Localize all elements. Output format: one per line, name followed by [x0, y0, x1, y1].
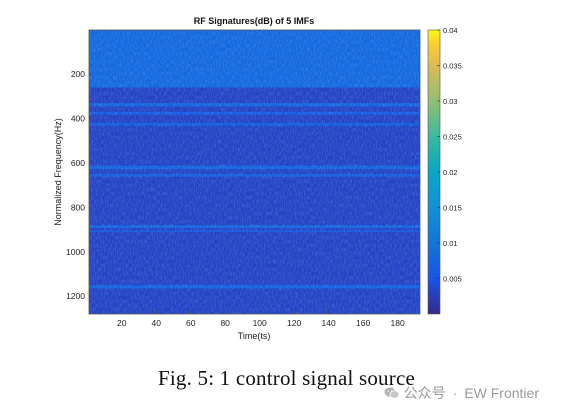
y-tick-label: 400 [71, 114, 85, 124]
watermark-account: EW Frontier [464, 385, 539, 401]
colorbar-tick-label: 0.03 [443, 97, 458, 106]
x-tick-label: 100 [253, 318, 267, 328]
wechat-icon [384, 387, 400, 399]
x-tick-label: 80 [220, 318, 230, 328]
y-axis-ticks: 200 400 600 800 1000 1200 [66, 69, 92, 301]
watermark-platform: 公众号 [403, 385, 446, 401]
x-axis-label: Time(ts) [238, 331, 271, 341]
figure-caption: Fig. 5: 1 control signal source [157, 366, 415, 390]
chart-title: RF Signatures(dB) of 5 IMFs [194, 16, 315, 26]
heatmap-plot [88, 29, 421, 315]
x-tick-label: 160 [356, 318, 370, 328]
colorbar-tick-label: 0.04 [443, 26, 458, 35]
x-tick-label: 60 [186, 318, 196, 328]
y-tick-label: 600 [71, 158, 85, 168]
colorbar-tick-label: 0.015 [443, 204, 462, 213]
heatmap-noise-texture [89, 30, 420, 314]
colorbar-tick-label: 0.005 [443, 275, 462, 284]
colorbar-ticks: 0.005 0.01 0.015 0.02 0.025 0.03 0.035 0.04 [437, 26, 462, 284]
plot-frame [88, 29, 421, 315]
y-tick-label: 800 [71, 202, 85, 212]
colorbar: 0.005 0.01 0.015 0.02 0.025 0.03 0.035 0.04 [427, 26, 462, 315]
y-tick-label: 1000 [66, 247, 85, 257]
colorbar-tick-label: 0.035 [443, 62, 462, 71]
x-tick-label: 140 [322, 318, 336, 328]
colorbar-tick-label: 0.02 [443, 168, 458, 177]
x-tick-label: 20 [117, 318, 127, 328]
x-tick-label: 180 [390, 318, 404, 328]
x-axis-ticks: 20 40 60 80 100 120 140 160 180 [117, 311, 405, 328]
y-tick-label: 1200 [66, 291, 85, 301]
x-tick-label: 120 [287, 318, 301, 328]
watermark-separator: · [452, 385, 458, 401]
colorbar-tick-label: 0.01 [443, 239, 458, 248]
x-tick-label: 40 [152, 318, 162, 328]
y-axis-label: Normalized Frequency(Hz) [53, 118, 63, 226]
watermark: 公众号 · EW Frontier [384, 383, 539, 403]
colorbar-tick-label: 0.025 [443, 133, 462, 142]
y-tick-label: 200 [71, 69, 85, 79]
